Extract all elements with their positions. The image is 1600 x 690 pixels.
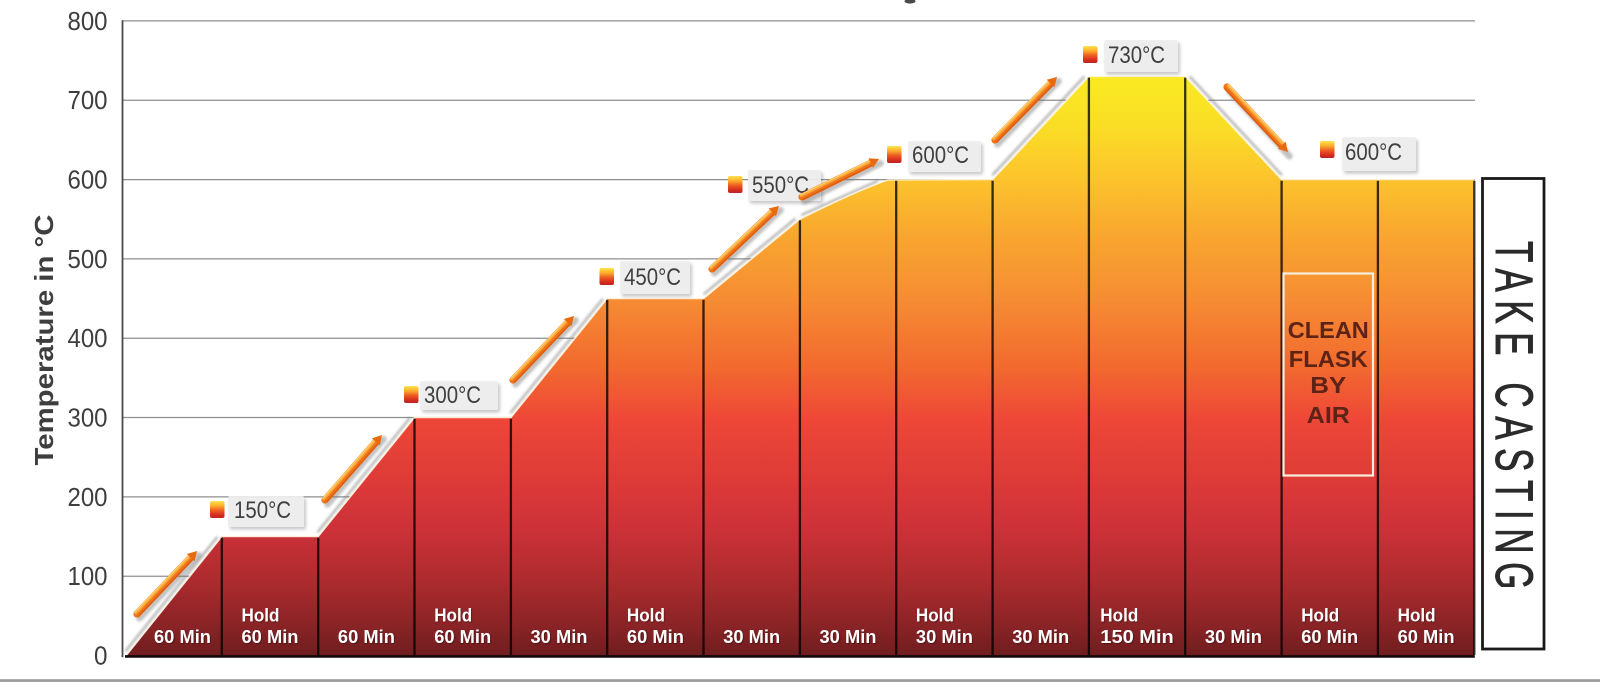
svg-text:TAKE CASTING: TAKE CASTING [1484, 241, 1544, 598]
svg-text:30 Min: 30 Min [916, 626, 973, 647]
svg-text:400: 400 [68, 323, 108, 353]
svg-text:AIR: AIR [1307, 402, 1350, 428]
svg-text:100: 100 [68, 561, 108, 591]
svg-text:60 Min: 60 Min [627, 626, 684, 647]
svg-text:600°C: 600°C [912, 142, 969, 169]
svg-text:CLEAN: CLEAN [1288, 317, 1369, 343]
svg-text:200: 200 [68, 482, 108, 512]
svg-text:Hold: Hold [1301, 605, 1339, 626]
svg-text:Hold: Hold [1100, 605, 1138, 626]
svg-text:300°C: 300°C [424, 382, 481, 409]
svg-text:600°C: 600°C [1345, 139, 1402, 166]
svg-text:60 Min: 60 Min [434, 626, 491, 647]
svg-text:800: 800 [68, 6, 108, 36]
svg-text:730°C: 730°C [1108, 42, 1165, 69]
svg-text:Temperature in °C: Temperature in °C [29, 214, 59, 465]
svg-text:Hold: Hold [916, 605, 954, 626]
svg-text:60 Min: 60 Min [1301, 626, 1358, 647]
svg-text:Hold: Hold [242, 605, 280, 626]
svg-text:30 Min: 30 Min [820, 626, 877, 647]
svg-text:450°C: 450°C [624, 264, 681, 291]
svg-text:Hold: Hold [627, 605, 665, 626]
svg-text:150 Min: 150 Min [1100, 626, 1174, 647]
svg-text:60 Min: 60 Min [242, 626, 299, 647]
svg-text:150°C: 150°C [234, 497, 291, 524]
svg-text:Hold: Hold [1398, 605, 1436, 626]
svg-text:500: 500 [68, 244, 108, 274]
svg-text:Hold: Hold [434, 605, 472, 626]
svg-text:300: 300 [68, 403, 108, 433]
svg-text:700: 700 [68, 85, 108, 115]
svg-text:BY: BY [1310, 372, 1346, 398]
svg-text:30 Min: 30 Min [1205, 626, 1262, 647]
svg-text:60 Min: 60 Min [338, 626, 395, 647]
svg-text:30 Min: 30 Min [531, 626, 588, 647]
svg-text:60 Min: 60 Min [154, 626, 211, 647]
svg-text:0: 0 [94, 641, 108, 671]
svg-text:30 Min: 30 Min [723, 626, 780, 647]
svg-text:30 Min: 30 Min [1012, 626, 1069, 647]
svg-text:FLASK: FLASK [1289, 346, 1368, 372]
svg-text:600: 600 [68, 165, 108, 195]
svg-text:60 Min: 60 Min [1398, 626, 1455, 647]
